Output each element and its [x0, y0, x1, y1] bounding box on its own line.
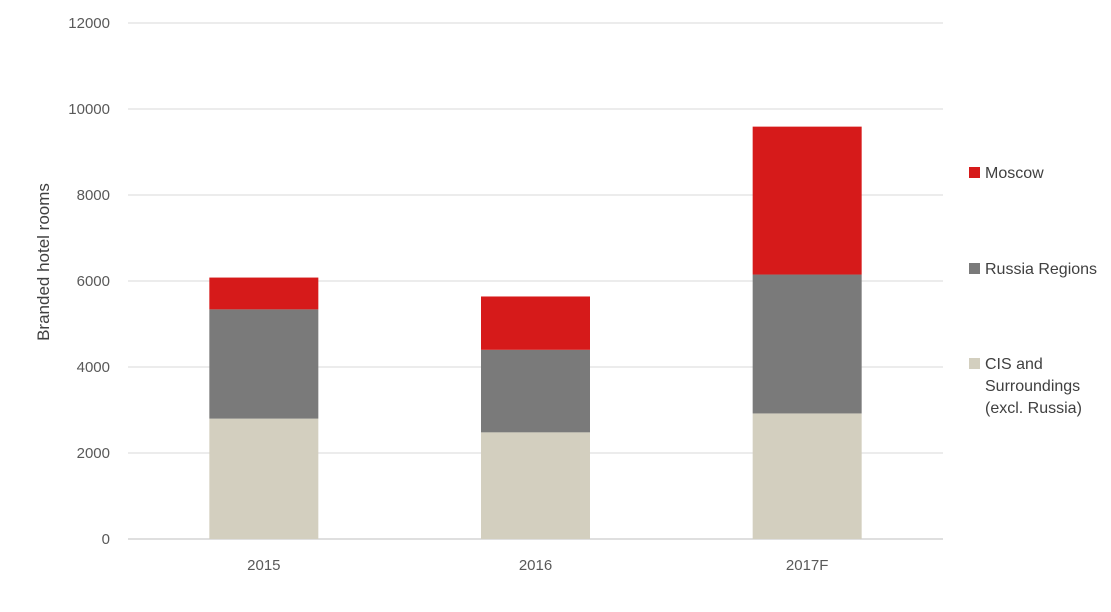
bars	[209, 126, 862, 539]
legend-item: CIS and Surroundings (excl. Russia)	[969, 356, 1082, 417]
legend-label: Moscow	[985, 165, 1044, 182]
bar-segment	[481, 296, 590, 350]
bar-segment	[481, 349, 590, 433]
bar-segment	[481, 432, 590, 539]
bar-segment	[209, 418, 319, 539]
x-axis-ticks: 2015 2016 2017F	[247, 557, 828, 574]
bar-segment	[209, 309, 319, 419]
x-tick-label: 2015	[247, 557, 280, 574]
bar-segment	[752, 413, 862, 539]
legend-label: Russia Regions	[985, 261, 1097, 278]
legend: Moscow Russia Regions CIS and Surroundings (…	[969, 165, 1097, 417]
legend-swatch	[969, 263, 980, 274]
y-tick-label: 8000	[77, 187, 110, 204]
y-tick-label: 12000	[68, 15, 110, 32]
y-axis-ticks: 0 2000 4000 6000 8000 10000 12000	[68, 15, 110, 548]
y-tick-label: 4000	[77, 359, 110, 376]
legend-label: (excl. Russia)	[985, 400, 1082, 417]
y-tick-label: 0	[102, 531, 110, 548]
legend-swatch	[969, 358, 980, 369]
y-tick-label: 2000	[77, 445, 110, 462]
legend-item: Russia Regions	[969, 261, 1097, 278]
y-tick-label: 10000	[68, 101, 110, 118]
legend-item: Moscow	[969, 165, 1044, 182]
y-tick-label: 6000	[77, 273, 110, 290]
bar-segment	[752, 126, 862, 275]
legend-label: CIS and	[985, 356, 1043, 373]
x-tick-label: 2017F	[786, 557, 829, 574]
bar-segment	[209, 277, 319, 310]
x-tick-label: 2016	[519, 557, 552, 574]
y-axis-label: Branded hotel rooms	[34, 183, 53, 341]
bar-segment	[752, 274, 862, 414]
legend-swatch	[969, 167, 980, 178]
legend-label: Surroundings	[985, 378, 1080, 395]
